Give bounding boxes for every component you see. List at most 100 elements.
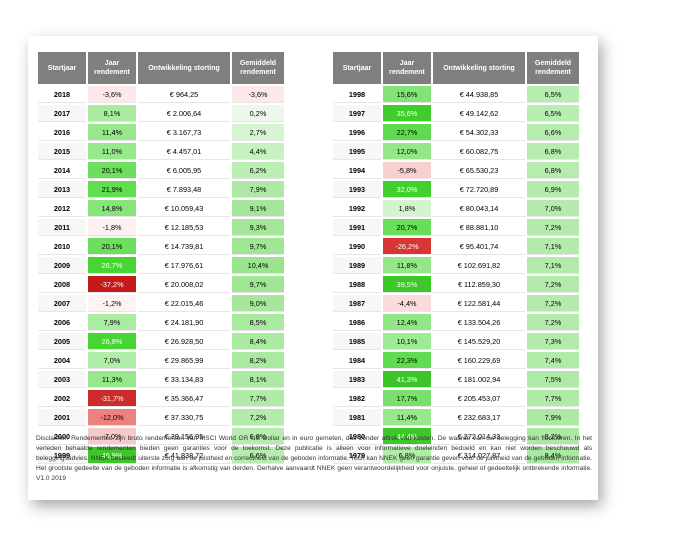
table-row: 2005 26,8% € 26.928,50 8,4% — [38, 333, 284, 350]
header-gemiddeld-rendement: Gemiddeld rendement — [232, 52, 284, 84]
cell-startjaar: 1980 — [333, 428, 381, 445]
cell-gemiddeld-rendement: 6,8% — [527, 143, 579, 160]
cell-gemiddeld-rendement: 7,0% — [527, 200, 579, 217]
cell-ontwikkeling-storting: € 12.185,53 — [138, 219, 230, 236]
cell-ontwikkeling-storting: € 112.859,30 — [433, 276, 525, 293]
table-row: 1982 17,7% € 205.453,07 7,7% — [333, 390, 579, 407]
cell-startjaar: 1999 — [38, 447, 86, 464]
cell-ontwikkeling-storting: € 54.302,33 — [433, 124, 525, 141]
table-row: 1979 6,8% € 314.027,87 8,4% — [333, 447, 579, 464]
cell-ontwikkeling-storting: € 2.006,64 — [138, 105, 230, 122]
cell-jaar-rendement: 26,8% — [88, 333, 136, 350]
cell-ontwikkeling-storting: € 181.002,94 — [433, 371, 525, 388]
cell-gemiddeld-rendement: 7,1% — [527, 238, 579, 255]
cell-gemiddeld-rendement: 8,1% — [232, 371, 284, 388]
cell-jaar-rendement: 20,1% — [88, 238, 136, 255]
cell-startjaar: 2007 — [38, 295, 86, 312]
cell-startjaar: 1982 — [333, 390, 381, 407]
cell-jaar-rendement: 20,1% — [88, 162, 136, 179]
cell-gemiddeld-rendement: 9,3% — [232, 219, 284, 236]
cell-gemiddeld-rendement: 7,2% — [527, 295, 579, 312]
cell-gemiddeld-rendement: 7,4% — [527, 352, 579, 369]
cell-startjaar: 1993 — [333, 181, 381, 198]
cell-ontwikkeling-storting: € 17.976,61 — [138, 257, 230, 274]
cell-gemiddeld-rendement: 7,9% — [527, 409, 579, 426]
table-row: 2001 -12,0% € 37.330,75 7,2% — [38, 409, 284, 426]
cell-gemiddeld-rendement: 9,0% — [232, 295, 284, 312]
cell-startjaar: 1997 — [333, 105, 381, 122]
cell-jaar-rendement: 11,0% — [88, 143, 136, 160]
cell-ontwikkeling-storting: € 37.330,75 — [138, 409, 230, 426]
cell-jaar-rendement: 44,4% — [383, 428, 431, 445]
cell-ontwikkeling-storting: € 49.142,62 — [433, 105, 525, 122]
cell-gemiddeld-rendement: 2,7% — [232, 124, 284, 141]
returns-table-left: Startjaar Jaar rendement Ontwikkeling st… — [36, 50, 286, 466]
cell-jaar-rendement: 41,3% — [383, 371, 431, 388]
cell-gemiddeld-rendement: 6,6% — [232, 447, 284, 464]
cell-startjaar: 1988 — [333, 276, 381, 293]
cell-jaar-rendement: 21,9% — [88, 181, 136, 198]
cell-jaar-rendement: -26,2% — [383, 238, 431, 255]
table-row: 1995 12,0% € 60.082,75 6,8% — [333, 143, 579, 160]
table-row: 1988 39,5% € 112.859,30 7,2% — [333, 276, 579, 293]
cell-gemiddeld-rendement: -3,6% — [232, 86, 284, 103]
header-jaar-rendement: Jaar rendement — [383, 52, 431, 84]
table-row: 1998 15,6% € 44.938,85 6,5% — [333, 86, 579, 103]
cell-ontwikkeling-storting: € 3.167,73 — [138, 124, 230, 141]
cell-gemiddeld-rendement: 6,5% — [527, 105, 579, 122]
table-row: 1981 11,4% € 232.683,17 7,9% — [333, 409, 579, 426]
cell-gemiddeld-rendement: 8,4% — [527, 447, 579, 464]
cell-jaar-rendement: -12,0% — [88, 409, 136, 426]
table-row: 2002 -31,7% € 35.366,47 7,7% — [38, 390, 284, 407]
cell-gemiddeld-rendement: 8,2% — [527, 428, 579, 445]
table-row: 1992 1,8% € 80.043,14 7,0% — [333, 200, 579, 217]
cell-jaar-rendement: 15,6% — [383, 86, 431, 103]
table-row: 1986 12,4% € 133.504,26 7,2% — [333, 314, 579, 331]
cell-jaar-rendement: 12,4% — [383, 314, 431, 331]
cell-jaar-rendement: 22,7% — [383, 124, 431, 141]
cell-gemiddeld-rendement: 6,9% — [527, 181, 579, 198]
cell-jaar-rendement: 46,9% — [88, 447, 136, 464]
table-row: 2012 14,8% € 10.059,43 9,1% — [38, 200, 284, 217]
cell-jaar-rendement: -5,8% — [383, 162, 431, 179]
table-row: 1993 32,0% € 72.720,89 6,9% — [333, 181, 579, 198]
cell-gemiddeld-rendement: 6,8% — [232, 428, 284, 445]
cell-jaar-rendement: -37,2% — [88, 276, 136, 293]
cell-gemiddeld-rendement: 6,8% — [527, 162, 579, 179]
cell-jaar-rendement: 6,8% — [383, 447, 431, 464]
cell-ontwikkeling-storting: € 60.082,75 — [433, 143, 525, 160]
cell-startjaar: 2017 — [38, 105, 86, 122]
cell-startjaar: 2003 — [38, 371, 86, 388]
cell-jaar-rendement: 8,1% — [88, 105, 136, 122]
cell-ontwikkeling-storting: € 160.229,69 — [433, 352, 525, 369]
cell-gemiddeld-rendement: 6,6% — [527, 124, 579, 141]
cell-jaar-rendement: 1,8% — [383, 200, 431, 217]
cell-gemiddeld-rendement: 6,2% — [232, 162, 284, 179]
cell-ontwikkeling-storting: € 102.691,82 — [433, 257, 525, 274]
cell-startjaar: 1996 — [333, 124, 381, 141]
cell-gemiddeld-rendement: 7,7% — [232, 390, 284, 407]
table-row: 1991 20,7% € 88.881,10 7,2% — [333, 219, 579, 236]
cell-gemiddeld-rendement: 8,4% — [232, 333, 284, 350]
header-ontwikkeling-storting: Ontwikkeling storting — [138, 52, 230, 84]
cell-gemiddeld-rendement: 8,2% — [232, 352, 284, 369]
table-row: 2003 11,3% € 33.134,83 8,1% — [38, 371, 284, 388]
header-startjaar: Startjaar — [38, 52, 86, 84]
cell-ontwikkeling-storting: € 39.156,95 — [138, 428, 230, 445]
cell-ontwikkeling-storting: € 35.366,47 — [138, 390, 230, 407]
cell-ontwikkeling-storting: € 10.059,43 — [138, 200, 230, 217]
table-row: 1990 -26,2% € 95.401,74 7,1% — [333, 238, 579, 255]
cell-ontwikkeling-storting: € 122.581,44 — [433, 295, 525, 312]
cell-gemiddeld-rendement: 7,5% — [527, 371, 579, 388]
returns-table-right: Startjaar Jaar rendement Ontwikkeling st… — [331, 50, 581, 466]
table-row: 2018 -3,6% € 964,25 -3,6% — [38, 86, 284, 103]
cell-gemiddeld-rendement: 7,2% — [527, 276, 579, 293]
cell-startjaar: 1994 — [333, 162, 381, 179]
table-row: 2008 -37,2% € 20.008,02 9,7% — [38, 276, 284, 293]
cell-jaar-rendement: 12,0% — [383, 143, 431, 160]
cell-startjaar: 2005 — [38, 333, 86, 350]
cell-ontwikkeling-storting: € 26.928,50 — [138, 333, 230, 350]
cell-gemiddeld-rendement: 7,3% — [527, 333, 579, 350]
cell-startjaar: 1985 — [333, 333, 381, 350]
cell-ontwikkeling-storting: € 95.401,74 — [433, 238, 525, 255]
